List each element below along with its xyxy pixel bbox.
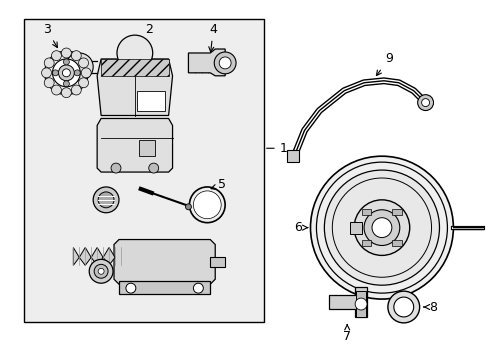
Circle shape — [98, 268, 104, 274]
Circle shape — [214, 52, 236, 74]
Circle shape — [61, 48, 71, 58]
Polygon shape — [73, 247, 115, 265]
Bar — [210, 257, 224, 267]
Circle shape — [51, 51, 61, 60]
Bar — [355, 291, 366, 317]
Polygon shape — [97, 118, 172, 172]
Circle shape — [111, 163, 121, 173]
Circle shape — [417, 95, 433, 111]
Circle shape — [89, 260, 113, 283]
Circle shape — [117, 35, 152, 71]
Text: 8: 8 — [423, 301, 437, 314]
Circle shape — [44, 58, 54, 68]
Circle shape — [148, 163, 158, 173]
Circle shape — [65, 53, 93, 81]
Bar — [286, 150, 298, 162]
Polygon shape — [119, 281, 210, 294]
Text: 4: 4 — [208, 23, 217, 52]
Bar — [137, 91, 164, 111]
Bar — [391, 209, 402, 215]
Circle shape — [94, 264, 108, 278]
Circle shape — [310, 156, 452, 299]
Polygon shape — [97, 59, 172, 116]
Polygon shape — [101, 59, 168, 76]
Circle shape — [354, 298, 366, 310]
Bar — [349, 222, 361, 234]
Text: 2: 2 — [136, 23, 152, 57]
Circle shape — [52, 59, 80, 87]
Circle shape — [193, 283, 203, 293]
Circle shape — [51, 85, 61, 95]
Circle shape — [74, 70, 80, 76]
Circle shape — [98, 192, 114, 208]
Circle shape — [93, 187, 119, 213]
Circle shape — [63, 81, 69, 87]
Circle shape — [44, 78, 54, 88]
Circle shape — [41, 68, 51, 78]
Circle shape — [71, 51, 81, 60]
Circle shape — [364, 210, 399, 246]
Circle shape — [219, 57, 231, 69]
Polygon shape — [188, 49, 224, 76]
Circle shape — [62, 69, 70, 77]
Bar — [24, 19, 264, 322]
Circle shape — [324, 170, 439, 285]
Circle shape — [81, 68, 91, 78]
Circle shape — [126, 283, 136, 293]
Text: 9: 9 — [376, 53, 392, 76]
Circle shape — [79, 78, 88, 88]
Text: 7: 7 — [343, 324, 350, 343]
Circle shape — [387, 291, 419, 323]
Circle shape — [79, 58, 88, 68]
Circle shape — [59, 65, 74, 81]
Circle shape — [193, 191, 221, 219]
Polygon shape — [328, 287, 366, 317]
Text: 1: 1 — [266, 142, 287, 155]
Bar — [361, 240, 371, 246]
Circle shape — [63, 59, 69, 65]
Circle shape — [52, 70, 59, 76]
Bar — [139, 140, 154, 156]
Bar — [391, 240, 402, 246]
Text: 3: 3 — [42, 23, 57, 48]
Text: 6: 6 — [293, 221, 307, 234]
Circle shape — [185, 204, 191, 210]
Polygon shape — [114, 239, 215, 284]
Bar — [361, 209, 371, 215]
Text: 5: 5 — [211, 179, 226, 192]
Circle shape — [71, 85, 81, 95]
Circle shape — [353, 200, 409, 255]
Circle shape — [421, 99, 428, 107]
Circle shape — [371, 218, 391, 238]
Circle shape — [393, 297, 413, 317]
Circle shape — [44, 51, 88, 95]
Circle shape — [61, 88, 71, 98]
